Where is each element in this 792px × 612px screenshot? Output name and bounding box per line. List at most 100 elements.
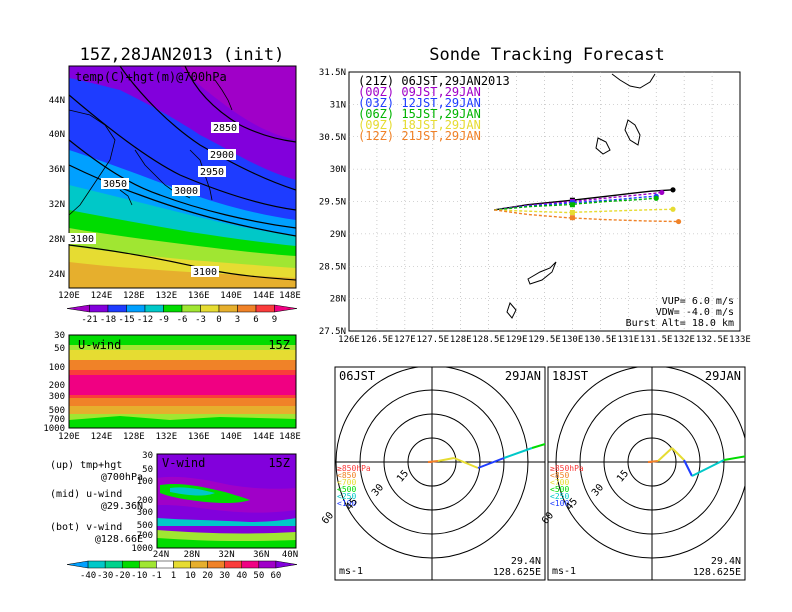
- x-tick-label: 128.5E: [472, 335, 505, 345]
- contour-label: 3000: [172, 185, 200, 197]
- track-x-ticks: 126E 126.5E 127E 127.5E 128E 128.5E 129E 129.5E…: [338, 335, 751, 345]
- lat-tick-label: 28N: [184, 550, 200, 560]
- track-line: [494, 191, 662, 211]
- colorbar-swatch: [139, 560, 157, 569]
- hodograph-level-label: <500: [337, 485, 356, 494]
- lat-tick-label: 36N: [49, 165, 65, 175]
- colorbar-label: 20: [202, 571, 213, 581]
- hodograph-frame: [547, 366, 746, 581]
- lat-tick-label: 32N: [49, 200, 65, 210]
- hodograph-lon: 128.625E: [493, 567, 541, 578]
- contour-label: 2850: [211, 122, 239, 134]
- lon-tick-label: 148E: [279, 432, 301, 442]
- track-line: [494, 208, 673, 214]
- hodograph-segment: [683, 459, 693, 477]
- pressure-tick-label: 700: [137, 531, 153, 541]
- colorbar-label: -12: [137, 315, 153, 325]
- hodograph-plot: [335, 367, 545, 580]
- v-wind-label: V-wind: [162, 456, 205, 470]
- side-note-title: (bot) v-wind: [50, 522, 122, 533]
- pressure-tick-label: 500: [137, 521, 153, 531]
- lon-tick-label: 124E: [91, 291, 113, 301]
- colorbar-swatch: [218, 304, 238, 313]
- colorbar-label: 60: [271, 571, 282, 581]
- pressure-tick-label: 30: [142, 451, 153, 461]
- u-wind-label: U-wind: [78, 338, 121, 352]
- track-line: [494, 189, 674, 211]
- pressure-tick-label: 1000: [131, 544, 153, 554]
- lon-tick-label: 136E: [188, 432, 210, 442]
- x-tick-label: 130E: [562, 335, 584, 345]
- hodograph-06jst: 06JST 29JAN≥850hPa<850<700<500<250<100153…: [320, 366, 546, 581]
- colorbar-swatch: [156, 560, 174, 569]
- colorbar-label: 3: [235, 315, 240, 325]
- hodograph-segment: [671, 447, 685, 461]
- x-tick-label: 126.5E: [361, 335, 394, 345]
- hodograph-unit: ms-1: [339, 566, 363, 577]
- colorbar-label: 1: [171, 571, 176, 581]
- left-title: 15Z,28JAN2013 (init): [80, 45, 285, 65]
- wind-colorbar: -40 -30 -20 -10 -1 1 10 20 30 40 50 60: [66, 560, 298, 581]
- lat-tick-label: 28N: [49, 235, 65, 245]
- x-tick-label: 129.5E: [528, 335, 561, 345]
- x-tick-label: 131.5E: [640, 335, 673, 345]
- pressure-tick-label: 300: [49, 392, 65, 402]
- track-coastlines: [506, 73, 656, 319]
- y-tick-label: 27.5N: [319, 327, 346, 337]
- colorbar-swatch: [126, 304, 146, 313]
- pressure-tick-label: 50: [54, 344, 65, 354]
- colorbar-swatch: [241, 560, 260, 569]
- hodograph-lat: 29.4N: [511, 556, 541, 567]
- contour-label: 3100: [68, 233, 96, 245]
- v-wind-time: 15Z: [268, 456, 290, 470]
- hodograph-level-label: <700: [550, 478, 569, 487]
- lon-tick-label: 132E: [155, 291, 177, 301]
- x-tick-label: 127E: [394, 335, 416, 345]
- colorbar-swatch: [107, 304, 127, 313]
- track-legend-entry: (12Z) 21JST,29JAN: [358, 129, 481, 143]
- hodograph-level-label: <850: [337, 471, 356, 480]
- lon-tick-label: 148E: [279, 291, 301, 301]
- hodograph-segment: [453, 457, 479, 469]
- track-endpoint: [659, 189, 665, 196]
- temperature-colorbar: -21 -18 -15 -12 -9 -6 -3 0 3 6 9: [66, 304, 298, 325]
- track-line: [494, 209, 679, 223]
- colorbar-label: -18: [100, 315, 116, 325]
- u-wind-lon-ticks: 120E 124E 128E 132E 136E 140E 144E 148E: [58, 432, 301, 442]
- x-tick-label: 128E: [450, 335, 472, 345]
- track-chart: 126E 126.5E 127E 127.5E 128E 128.5E 129E 129.5E…: [319, 68, 751, 345]
- pressure-tick-label: 500: [49, 406, 65, 416]
- right-title: Sonde Tracking Forecast: [429, 45, 664, 65]
- colorbar-swatch: [190, 560, 208, 569]
- hodograph-ring-label: 60: [320, 510, 336, 526]
- colorbar-label: 0: [216, 315, 221, 325]
- hodograph-level-label: <850: [550, 471, 569, 480]
- x-tick-label: 129E: [506, 335, 528, 345]
- top-map-lon-ticks: 120E 124E 128E 132E 136E 140E 144E 148E: [58, 291, 301, 301]
- colorbar-swatch: [173, 560, 191, 569]
- pressure-tick-label: 1000: [43, 424, 65, 434]
- lon-tick-label: 132E: [155, 432, 177, 442]
- side-note-detail: @29.36N: [101, 501, 143, 512]
- colorbar-swatch: [224, 560, 243, 569]
- pressure-tick-label: 300: [137, 508, 153, 518]
- colorbar-swatch: [274, 304, 298, 313]
- side-notes: (up) tmp+hgt@700hPa (mid) u-wind@29.36N (b…: [50, 460, 143, 545]
- hodograph-segment: [427, 460, 439, 463]
- track-line: [494, 197, 657, 211]
- lat-tick-label: 40N: [49, 130, 65, 140]
- hodograph-date: 29JAN: [705, 369, 741, 383]
- side-note-detail: @128.66E: [95, 534, 143, 545]
- lat-tick-label: 24N: [49, 270, 65, 280]
- hodograph-level-label: <100: [550, 499, 569, 508]
- colorbar-swatch: [275, 560, 298, 569]
- contour-label-text: 3050: [103, 179, 127, 190]
- hodograph-frame: [334, 366, 546, 581]
- hodograph-level-label: <100: [337, 499, 356, 508]
- colorbar-swatch: [66, 560, 89, 569]
- y-tick-label: 31.5N: [319, 68, 346, 78]
- colorbar-swatch: [200, 304, 220, 313]
- colorbar-label: -40: [80, 571, 96, 581]
